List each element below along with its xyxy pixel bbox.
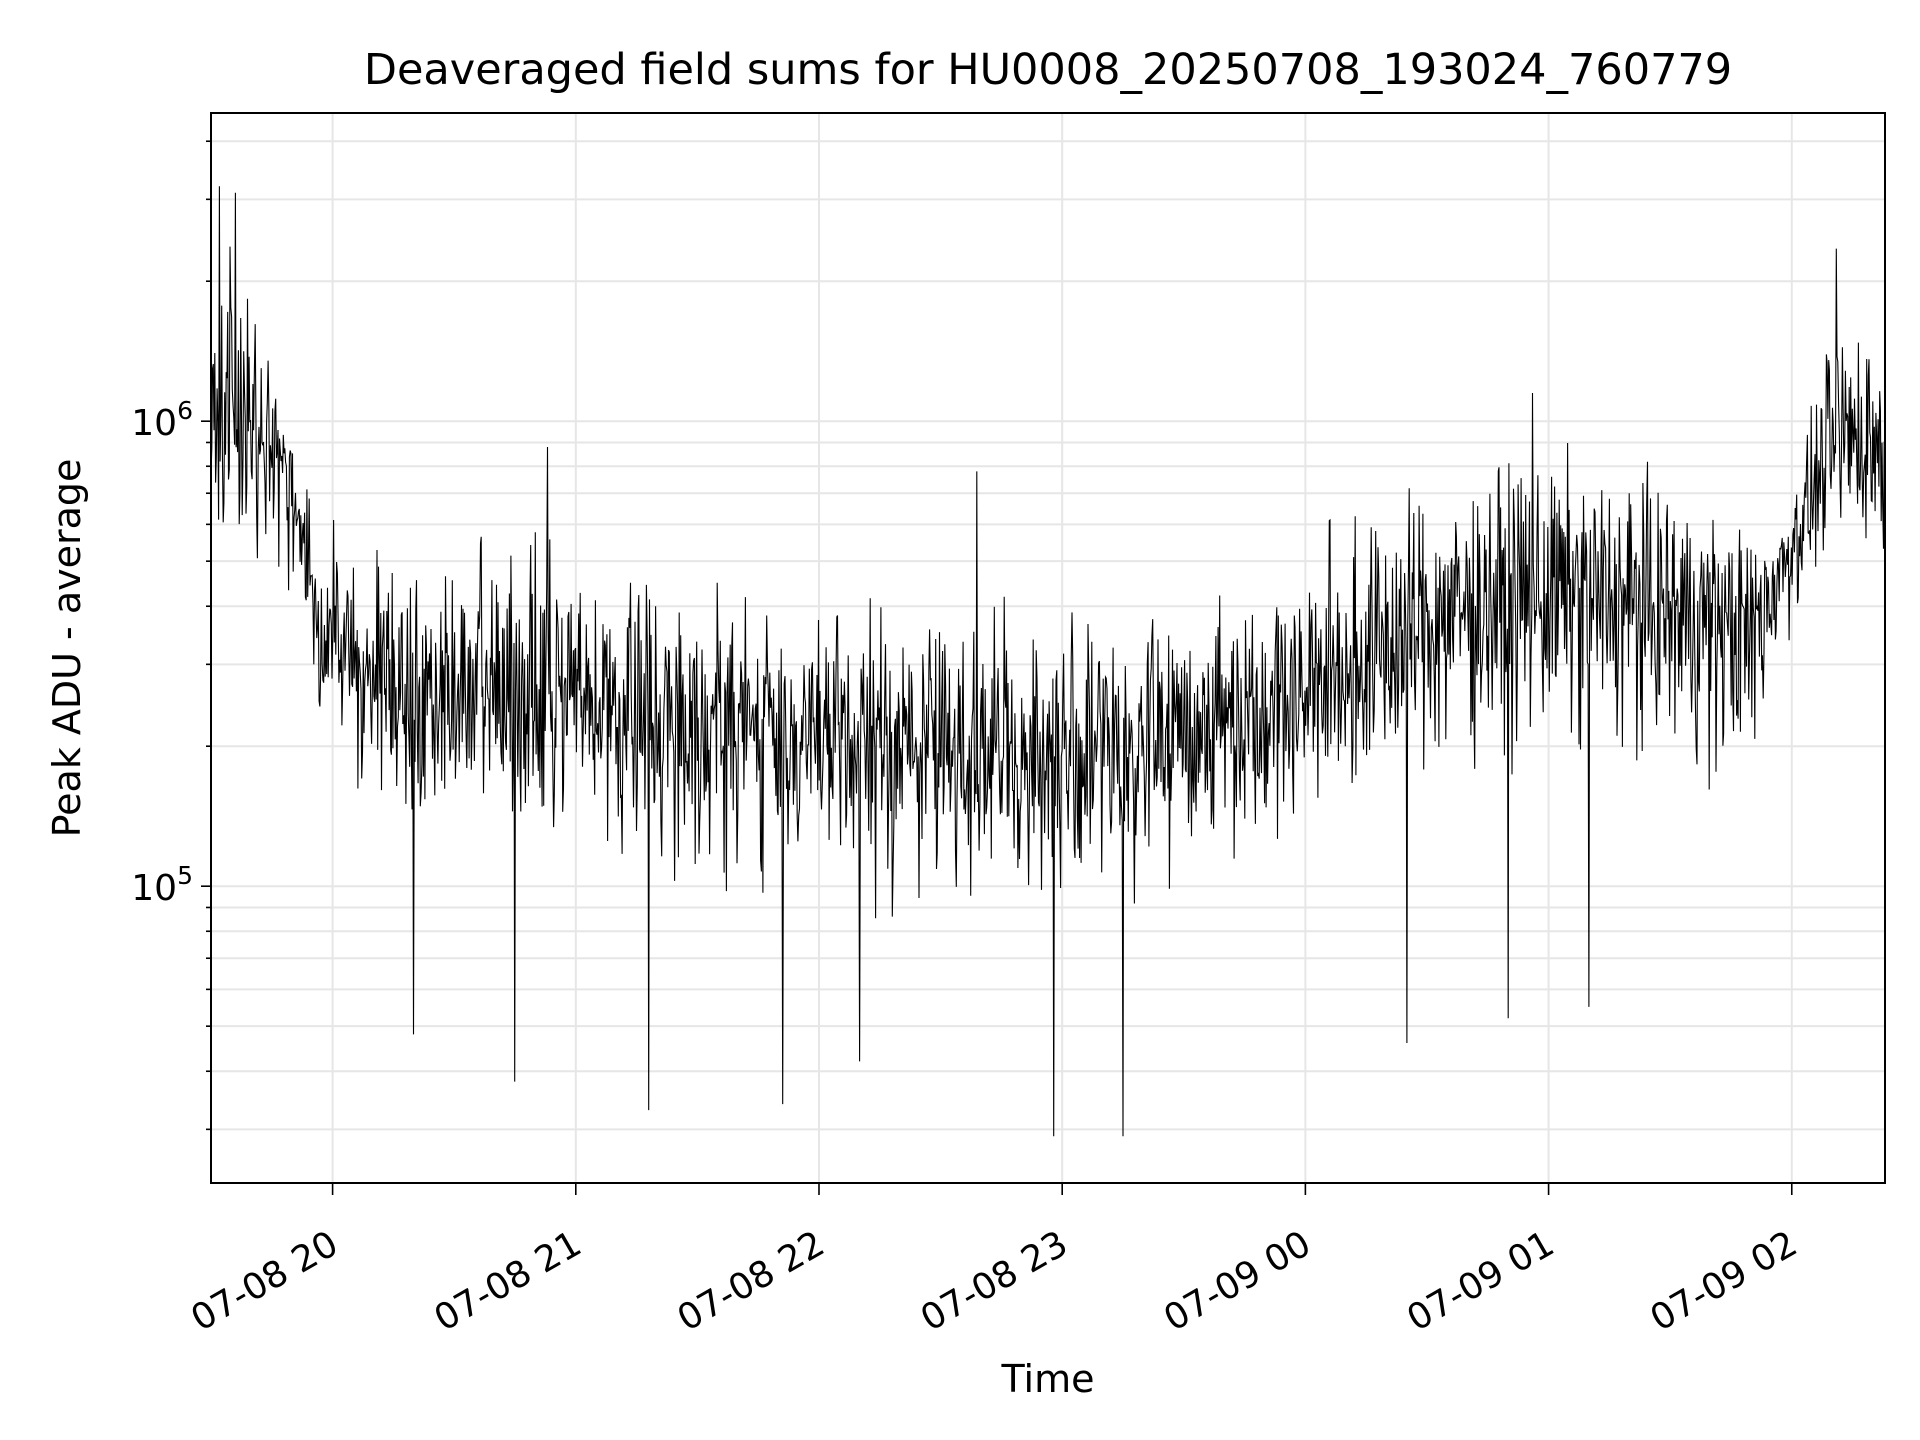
x-axis-label: Time: [1001, 1357, 1095, 1401]
y-tick-base: 10: [131, 403, 177, 444]
plot-frame: [210, 112, 1886, 1184]
y-tick-base: 10: [131, 868, 177, 909]
series-line: [210, 186, 1886, 1137]
series-path: [210, 186, 1886, 1137]
y-tick-label: 106: [131, 396, 193, 444]
chart-title: Deaveraged field sums for HU0008_2025070…: [364, 45, 1732, 95]
y-tick-label: 105: [131, 861, 193, 909]
y-axis-label: Peak ADU - average: [45, 459, 89, 838]
y-tick-exponent: 6: [177, 396, 193, 425]
y-tick-exponent: 5: [177, 861, 193, 890]
